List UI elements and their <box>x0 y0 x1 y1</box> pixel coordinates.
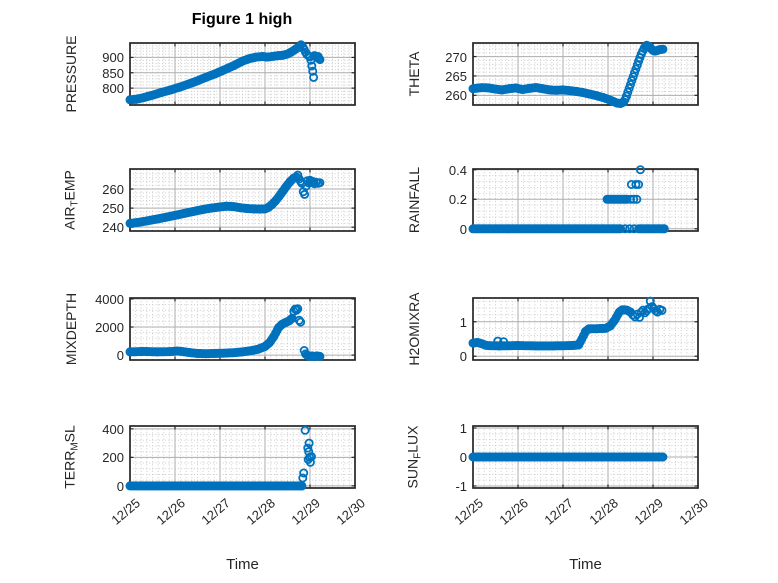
x-tick-label: 12/27 <box>541 495 576 528</box>
y-tick-label-pressure: 850 <box>102 65 124 81</box>
data-markers <box>468 40 668 109</box>
y-axis-label-text: PRESSURE <box>63 35 79 113</box>
y-axis-label-text: T <box>69 200 81 207</box>
y-tick-label-terrmsl: 0 <box>116 478 124 494</box>
y-axis-label-text: EMP <box>61 170 78 201</box>
y-axis-label-text: THETA <box>406 51 422 97</box>
y-tick-label-airtemp: 240 <box>102 220 124 236</box>
minor-gridlines <box>473 426 698 488</box>
plot-area-terrmsl <box>125 425 356 491</box>
y-tick-label-theta: 270 <box>445 49 467 65</box>
y-tick-label-theta: 265 <box>445 68 467 84</box>
y-axis-label-h2omixra: H2OMIXRA <box>406 292 422 365</box>
axis-tick-marks <box>472 426 699 488</box>
axis-tick-marks <box>472 298 699 360</box>
y-axis-label-pressure: PRESSURE <box>63 35 79 112</box>
plot-area-theta <box>468 40 699 109</box>
figure-title: Figure 1 high <box>191 11 293 28</box>
y-axis-label-text: TERR <box>61 450 78 489</box>
plot-area-h2omixra <box>468 296 699 361</box>
minor-gridlines <box>130 426 355 488</box>
y-axis-label-text: M <box>69 442 81 451</box>
y-tick-label-pressure: 800 <box>102 81 124 97</box>
data-markers <box>125 425 316 491</box>
axis-tick-marks <box>129 43 356 105</box>
y-axis-label-text: RAINFALL <box>406 166 422 234</box>
x-tick-label: 12/30 <box>333 495 368 528</box>
plot-area-pressure <box>125 40 356 106</box>
y-tick-label-h2omixra: 1 <box>459 314 467 330</box>
y-tick-label-rainfall: 0.2 <box>448 192 467 208</box>
data-markers <box>125 40 325 105</box>
x-tick-label: 12/29 <box>631 495 666 528</box>
y-tick-label-pressure: 900 <box>102 50 124 66</box>
data-markers <box>468 296 667 351</box>
x-tick-label: 12/26 <box>496 495 531 528</box>
y-tick-label-theta: 260 <box>445 88 467 104</box>
y-tick-label-mixdepth: 2000 <box>95 320 124 336</box>
y-axis-label-mixdepth: MIXDEPTH <box>63 293 79 365</box>
x-tick-label: 12/25 <box>451 495 486 528</box>
y-axis-label-text: AIR <box>61 206 78 230</box>
y-tick-label-sunflux: -1 <box>455 478 467 494</box>
x-tick-label: 12/26 <box>153 495 188 528</box>
plot-area-sunflux <box>468 425 699 489</box>
x-axis-label: Time <box>226 556 259 573</box>
plot-area-airtemp <box>125 168 356 232</box>
minor-gridlines <box>473 169 698 231</box>
data-markers <box>468 165 669 234</box>
y-tick-label-rainfall: 0.4 <box>448 162 467 178</box>
data-markers <box>468 452 668 462</box>
x-tick-label: 12/28 <box>586 495 621 528</box>
x-tick-label: 12/29 <box>288 495 323 528</box>
x-tick-label: 12/28 <box>243 495 278 528</box>
y-tick-label-terrmsl: 200 <box>102 450 124 466</box>
y-axis-label-text: F <box>412 452 424 459</box>
y-tick-label-airtemp: 250 <box>102 201 124 217</box>
y-axis-label-text: MIXDEPTH <box>63 292 79 366</box>
plot-area-rainfall <box>468 165 699 234</box>
y-tick-label-airtemp: 260 <box>102 182 124 198</box>
y-axis-label-sunflux: SUNFLUX <box>405 426 424 489</box>
axis-tick-marks <box>129 298 356 360</box>
y-axis-label-terrmsl: TERRMSL <box>62 425 81 489</box>
y-tick-label-sunflux: 1 <box>459 421 467 437</box>
y-axis-label-rainfall: RAINFALL <box>406 167 422 233</box>
plot-area-mixdepth <box>125 297 356 362</box>
x-axis-label: Time <box>569 556 602 573</box>
y-tick-label-sunflux: 0 <box>459 450 467 465</box>
y-tick-label-rainfall: 0 <box>459 221 467 237</box>
data-markers <box>125 170 325 228</box>
y-tick-label-terrmsl: 400 <box>102 421 124 437</box>
x-tick-label: 12/25 <box>108 495 143 528</box>
y-axis-label-theta: THETA <box>406 52 422 97</box>
data-markers <box>125 304 325 362</box>
y-axis-label-text: H2OMIXRA <box>406 292 422 366</box>
x-tick-label: 12/27 <box>198 495 233 528</box>
x-tick-label: 12/30 <box>676 495 711 528</box>
y-axis-label-text: LUX <box>404 425 421 453</box>
y-axis-label-text: SUN <box>404 458 421 489</box>
y-axis-label-text: SL <box>61 425 78 443</box>
y-tick-label-mixdepth: 0 <box>116 348 124 364</box>
y-tick-label-h2omixra: 0 <box>459 349 467 365</box>
y-axis-label-airtemp: AIRTEMP <box>62 170 81 230</box>
y-tick-label-mixdepth: 4000 <box>95 291 124 307</box>
